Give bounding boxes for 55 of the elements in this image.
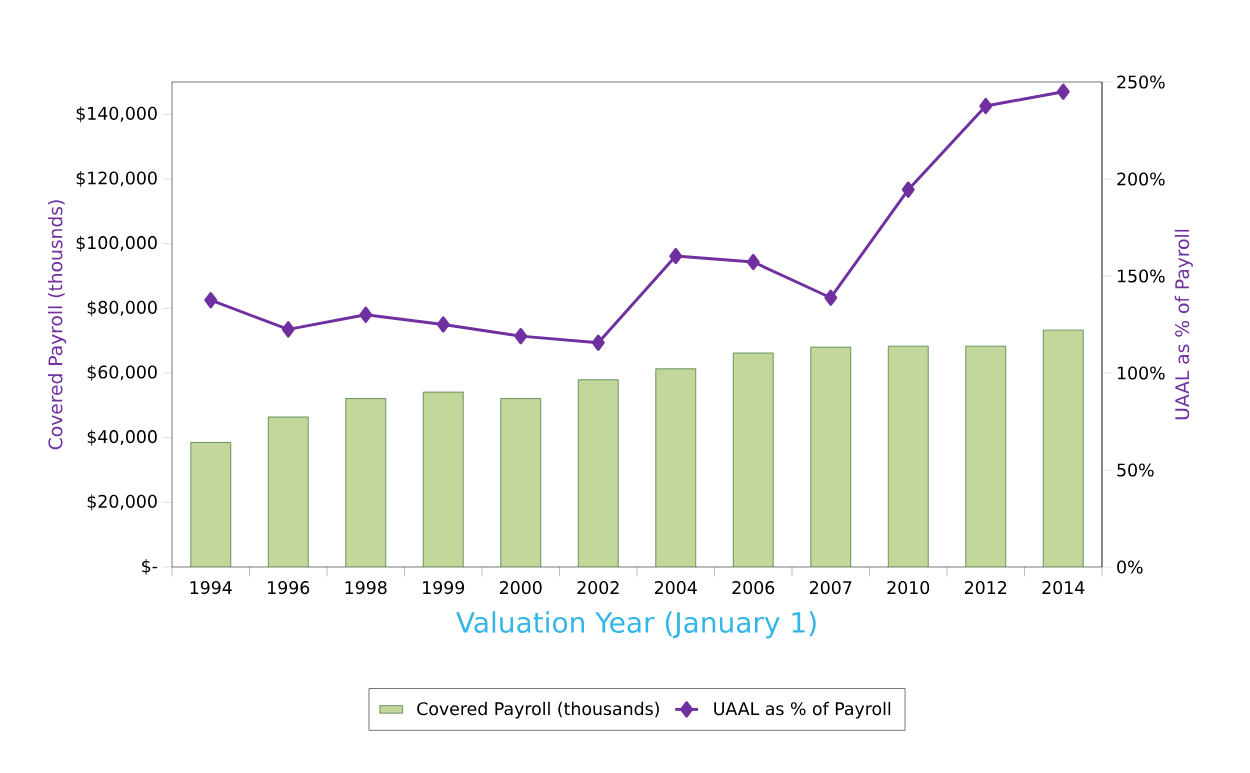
- bar: [887, 345, 929, 567]
- y-tick-label: $140,000: [76, 106, 157, 123]
- point: [901, 181, 915, 198]
- y2-tick-label: 250%: [1117, 75, 1165, 89]
- point: [591, 334, 605, 351]
- bar: [267, 416, 309, 567]
- point: [824, 289, 838, 306]
- x-tick-label: 2007: [809, 581, 852, 595]
- x-tick-label: 2006: [732, 581, 775, 595]
- bar: [422, 391, 464, 567]
- y2-tick-label: 0%: [1117, 560, 1143, 574]
- x-tick-label: 2002: [577, 581, 619, 595]
- y-tick-label: $40,000: [87, 429, 157, 446]
- bar: [577, 379, 619, 567]
- point: [746, 253, 760, 271]
- bar: [190, 442, 232, 567]
- point: [281, 321, 295, 338]
- point: [359, 306, 373, 323]
- bar: [345, 398, 387, 567]
- y-axis-title: Covered Payroll (thousnds): [48, 200, 67, 450]
- y-tick-label: $60,000: [87, 365, 157, 381]
- point: [436, 316, 450, 333]
- point: [669, 247, 683, 265]
- y-tick-label: $-: [142, 559, 158, 575]
- x-axis-title: Valuation Year (January 1): [456, 611, 816, 639]
- bar: [1042, 329, 1084, 567]
- bar: [655, 368, 697, 567]
- y2-tick-label: 50%: [1117, 463, 1154, 477]
- point: [979, 97, 993, 115]
- y-tick-label: $20,000: [87, 494, 157, 511]
- point: [204, 292, 218, 309]
- x-tick-label: 2004: [654, 581, 697, 595]
- point: [1056, 83, 1070, 100]
- point: [514, 327, 528, 345]
- x-tick-label: 2014: [1042, 581, 1085, 595]
- x-tick-label: 2010: [887, 581, 930, 595]
- y2-axis-title: UAAL as % of Payroll: [1174, 229, 1193, 420]
- x-tick-label: 1994: [190, 581, 232, 595]
- y2-tick-label: 100%: [1117, 366, 1165, 380]
- y2-tick-label: 150%: [1117, 269, 1165, 283]
- legend-label: UAAL as % of Payroll: [714, 701, 891, 719]
- x-tick-label: 2000: [499, 581, 542, 595]
- x-tick-label: 2012: [964, 581, 1007, 595]
- bar: [965, 345, 1007, 567]
- x-tick-label: 1999: [423, 581, 465, 595]
- x-tick-label: 1996: [268, 581, 310, 595]
- y-tick-label: $80,000: [87, 300, 157, 317]
- x-tick-label: 1998: [345, 581, 387, 595]
- bar: [500, 398, 542, 567]
- y2-tick-label: 200%: [1117, 172, 1165, 186]
- legend-label: Covered Payroll (thousands): [417, 701, 659, 719]
- bar: [810, 346, 852, 567]
- bar: [732, 352, 774, 567]
- y-tick-label: $120,000: [76, 171, 157, 187]
- y-tick-label: $100,000: [76, 235, 157, 252]
